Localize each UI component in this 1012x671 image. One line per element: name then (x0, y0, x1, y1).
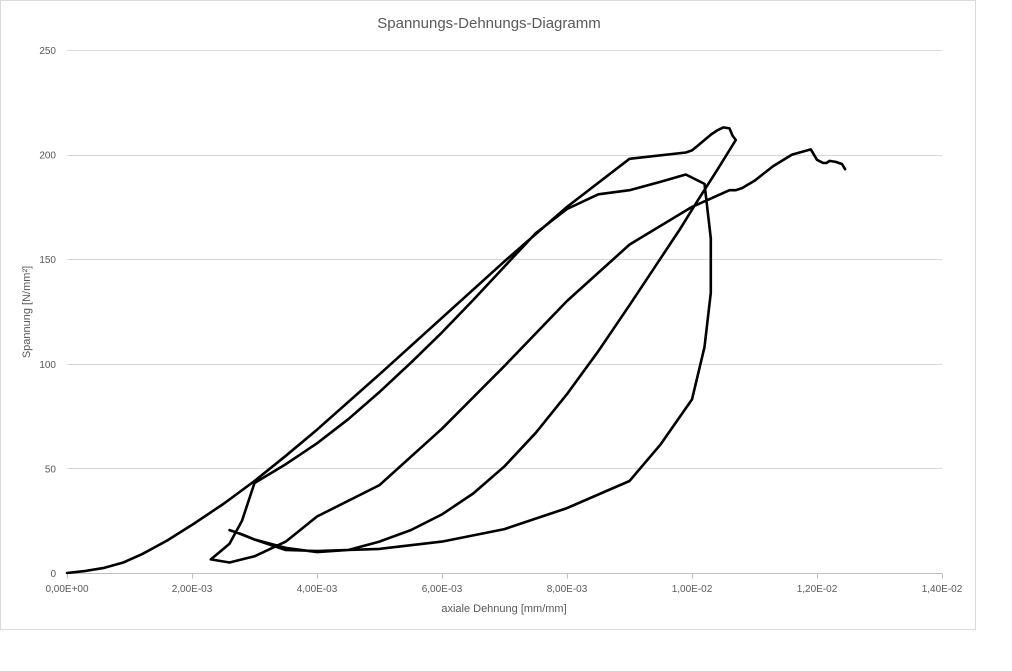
y-tick-label: 100 (39, 360, 56, 371)
data-series (65, 126, 847, 575)
chart-area: Spannungs-Dehnungs-Diagramm 0 50 100 150 200… (0, 0, 976, 630)
x-tick-label: 1,00E-02 (672, 584, 713, 595)
y-axis-tick-labels: 0 50 100 150 200 250 (39, 46, 56, 580)
gridlines (67, 50, 942, 469)
y-tick-label: 150 (39, 255, 56, 266)
chart-title: Spannungs-Dehnungs-Diagramm (377, 15, 600, 32)
x-tick-label: 1,40E-02 (922, 584, 963, 595)
x-tick-label: 1,20E-02 (797, 584, 838, 595)
y-tick-label: 250 (39, 46, 56, 57)
y-tick-label: 0 (50, 569, 56, 580)
x-axis-tick-labels: 0,00E+00 2,00E-03 4,00E-03 6,00E-03 8,00E-03… (45, 584, 962, 595)
x-tick-label: 8,00E-03 (547, 584, 588, 595)
x-tick-label: 6,00E-03 (422, 584, 463, 595)
stress-strain-chart: Spannungs-Dehnungs-Diagramm 0 50 100 150 200… (21, 15, 963, 615)
y-tick-label: 50 (45, 464, 57, 475)
x-tick-label: 2,00E-03 (172, 584, 213, 595)
series-line (65, 126, 847, 575)
x-tick-label: 0,00E+00 (45, 584, 89, 595)
x-axis-title: axiale Dehnung [mm/mm] (441, 603, 566, 615)
x-axis (67, 573, 943, 579)
x-tick-label: 4,00E-03 (297, 584, 338, 595)
y-tick-label: 200 (39, 151, 56, 162)
y-axis-title: Spannung [N/mm²] (21, 266, 33, 358)
